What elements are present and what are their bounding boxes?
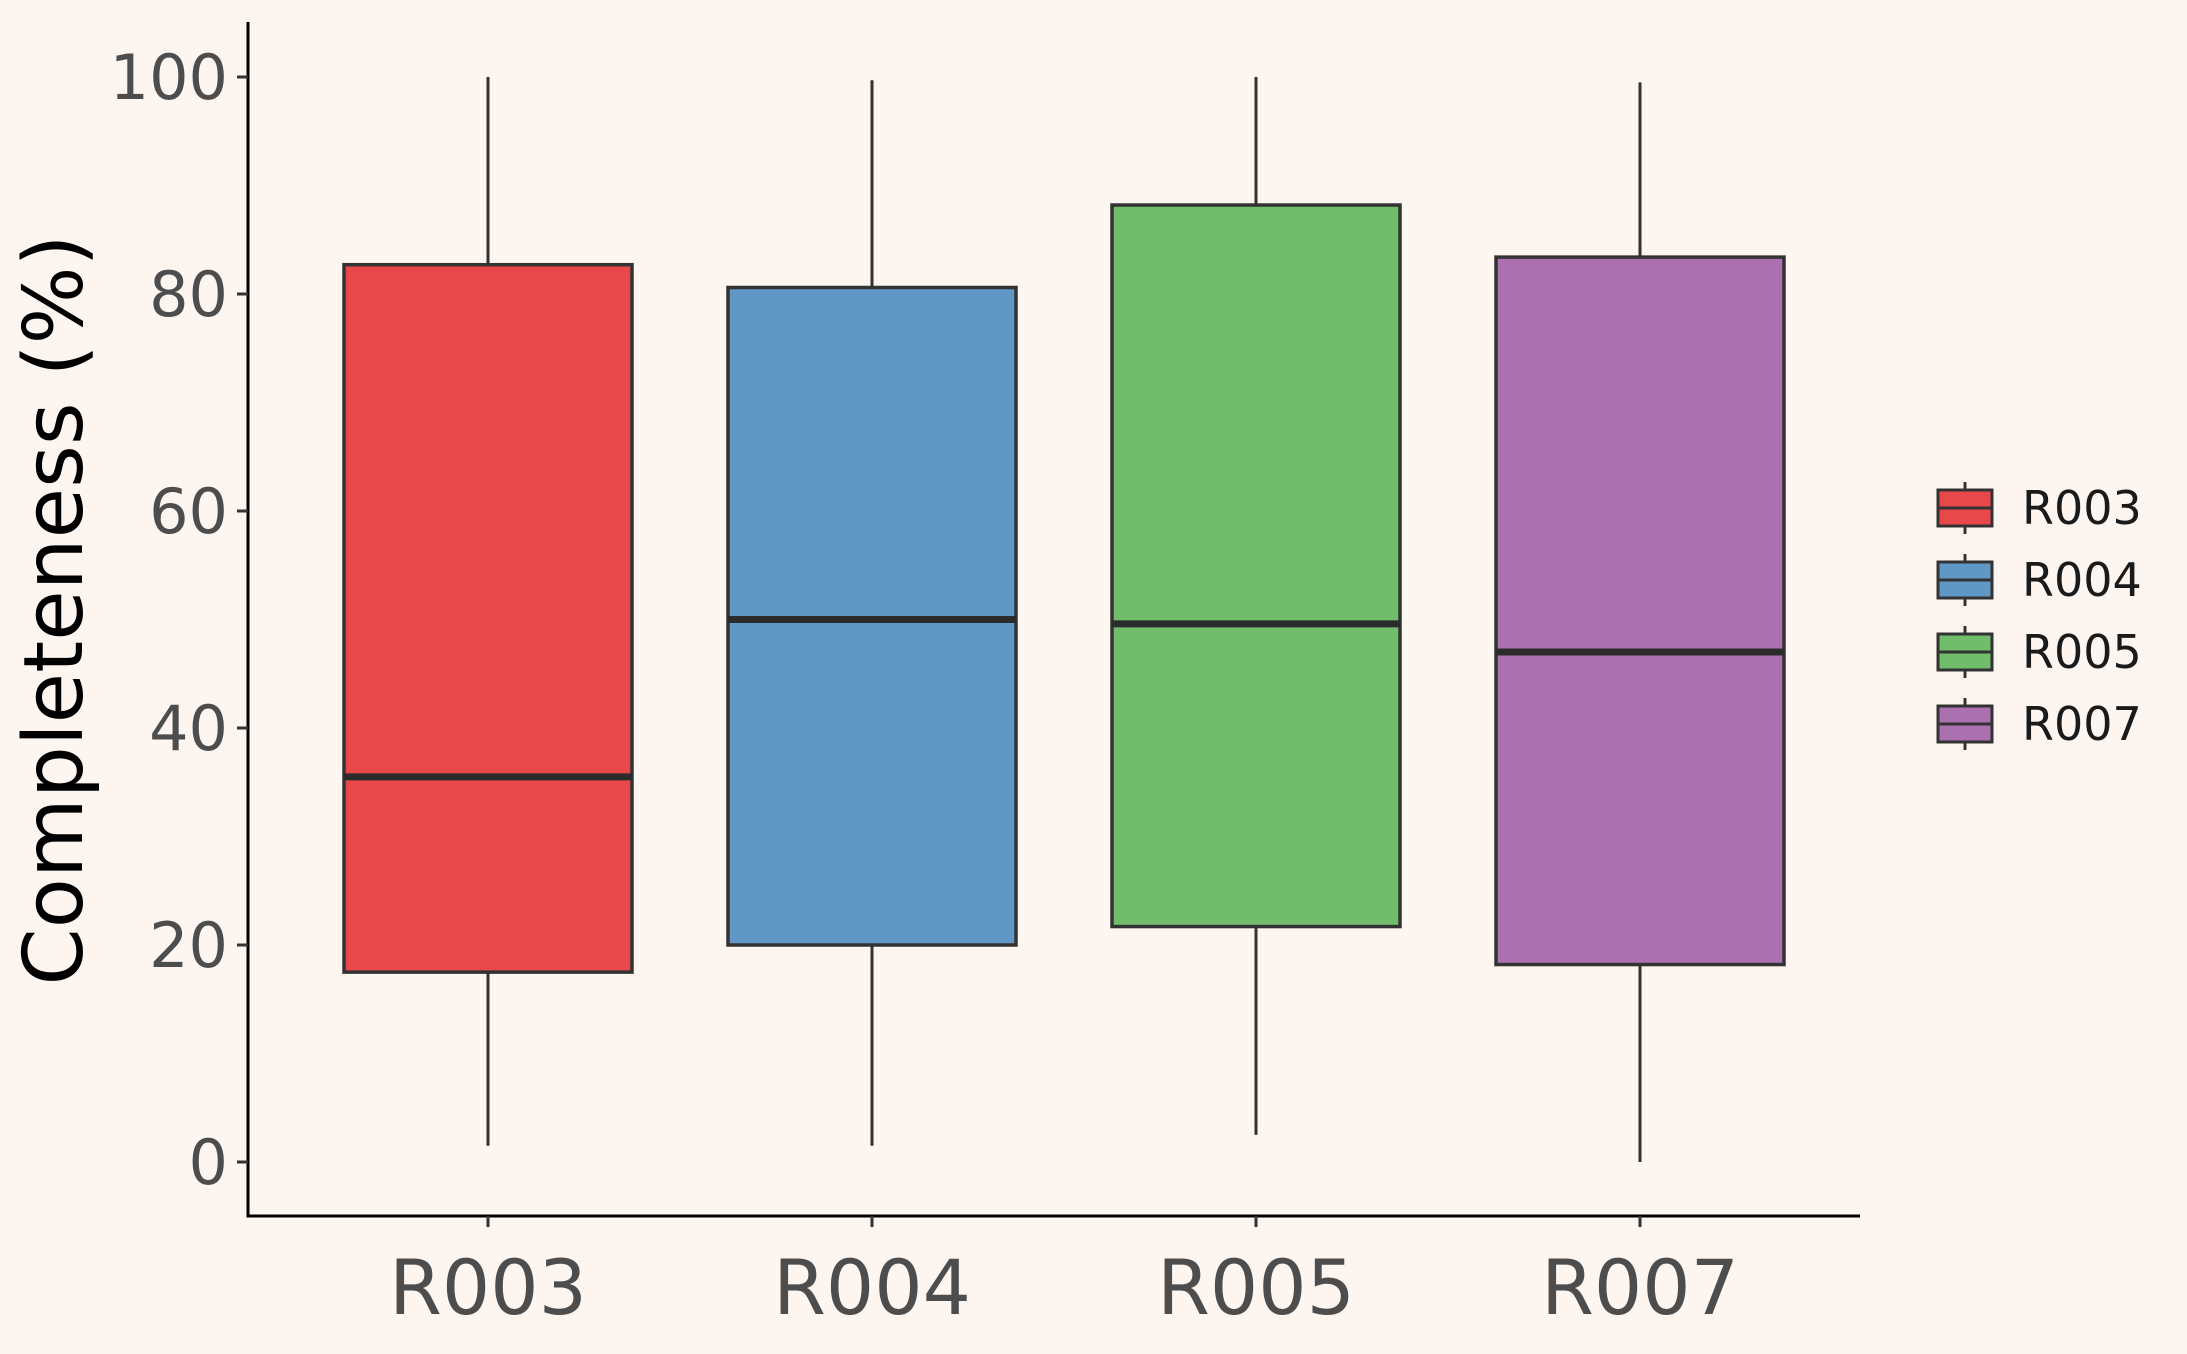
y-tick-label: 80 <box>149 258 228 331</box>
x-tick-label: R004 <box>773 1243 971 1332</box>
y-tick-label: 40 <box>149 692 228 765</box>
legend-label: R007 <box>2022 697 2142 751</box>
y-tick-label: 60 <box>149 475 228 548</box>
x-tick-label: R007 <box>1541 1243 1739 1332</box>
legend-label: R003 <box>2022 481 2142 535</box>
x-tick-label: R003 <box>389 1243 587 1332</box>
box-r003 <box>342 262 634 974</box>
y-tick-label: 0 <box>189 1126 228 1199</box>
legend-label: R004 <box>2022 553 2142 607</box>
box-r005 <box>1110 203 1402 929</box>
y-tick-label: 20 <box>149 909 228 982</box>
box-r007 <box>1494 255 1786 967</box>
y-axis-title: Completeness (%) <box>7 234 102 985</box>
y-tick-label: 100 <box>110 41 228 114</box>
legend-label: R005 <box>2022 625 2142 679</box>
x-tick-label: R005 <box>1157 1243 1355 1332</box>
